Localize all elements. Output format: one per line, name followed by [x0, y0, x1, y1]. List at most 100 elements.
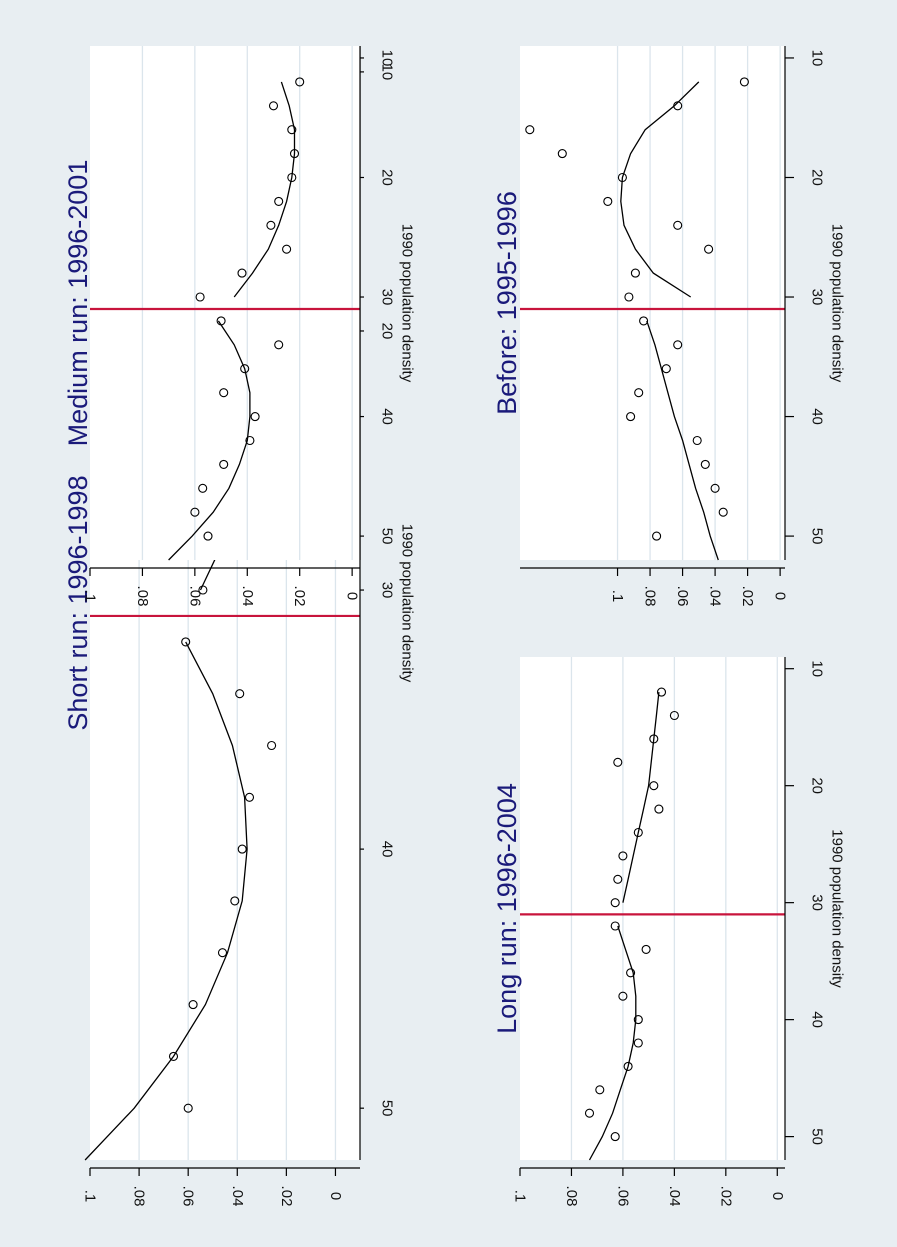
- data-point: [610, 898, 620, 908]
- x-tick-label: 40: [809, 1011, 826, 1028]
- y-tick-label: .02: [739, 586, 756, 607]
- data-point: [268, 101, 279, 111]
- x-tick-label: 30: [809, 894, 826, 911]
- y-tick-label: .04: [707, 586, 724, 607]
- data-point: [237, 844, 247, 854]
- data-point: [245, 435, 255, 446]
- data-point: [190, 507, 200, 517]
- data-point: [287, 125, 297, 135]
- y-tick-label: .02: [291, 586, 308, 607]
- data-point: [610, 921, 620, 931]
- data-point: [626, 412, 636, 422]
- y-tick-label: .1: [512, 1190, 529, 1203]
- y-tick-label: .02: [278, 1186, 295, 1207]
- data-point: [584, 1108, 595, 1118]
- data-point: [219, 388, 229, 398]
- data-point: [639, 316, 649, 326]
- y-tick-label: .08: [563, 1186, 580, 1207]
- data-point: [624, 292, 634, 302]
- data-point: [198, 483, 208, 493]
- y-tick-label: .08: [642, 586, 659, 607]
- data-point: [274, 340, 284, 350]
- panel-long-run: 10 20 30 40 50 1990 population density 0 .02 .04…: [492, 657, 846, 1206]
- data-point: [244, 792, 255, 802]
- data-point: [266, 220, 276, 230]
- x-tick-label: 10: [379, 50, 396, 67]
- data-point: [240, 364, 250, 374]
- y-tick-label: .04: [239, 586, 256, 607]
- y-tick-label: .04: [229, 1186, 246, 1207]
- fit-line-right: [646, 320, 719, 561]
- data-point: [183, 1103, 193, 1113]
- plot-area: [520, 657, 785, 1160]
- x-tick-label: 30: [379, 582, 396, 599]
- panel-before: 10 20 30 40 50 1990 population density 0 .02 .04…: [492, 46, 846, 606]
- data-point: [641, 944, 651, 954]
- y-tick-label: .06: [614, 1186, 631, 1207]
- data-point: [673, 340, 683, 350]
- data-point: [633, 827, 643, 838]
- data-point: [673, 220, 683, 230]
- data-point: [704, 244, 714, 254]
- x-axis-title: 1990 population density: [829, 224, 846, 383]
- data-point: [656, 687, 667, 697]
- y-tick-label: .08: [134, 586, 151, 607]
- data-point: [652, 531, 662, 541]
- data-point: [525, 125, 535, 135]
- x-tick-label: 10: [379, 64, 396, 81]
- data-point: [188, 1000, 198, 1010]
- x-tick-label: 30: [379, 289, 396, 306]
- data-point: [216, 316, 226, 326]
- y-tick-label: 0: [327, 1192, 344, 1200]
- data-point: [203, 531, 213, 541]
- panel-title: Before: 1995-1996: [492, 191, 522, 415]
- y-tick-label: .06: [186, 586, 203, 607]
- x-tick-label: 30: [809, 289, 826, 306]
- panel-title: Short run: 1996-1998: [63, 475, 93, 730]
- data-point: [634, 388, 644, 398]
- data-point: [603, 196, 613, 206]
- data-point: [739, 77, 749, 87]
- panel-title: Medium run: 1996-2001: [63, 160, 93, 447]
- data-point: [710, 483, 720, 493]
- plot-area: [90, 46, 360, 560]
- data-point: [633, 1015, 643, 1025]
- y-tick-label: .1: [82, 1190, 99, 1203]
- x-tick-label: 40: [379, 408, 396, 425]
- data-point: [613, 757, 623, 767]
- data-point: [626, 968, 636, 978]
- panel-medium-run: 10 20 30 40 50 1990 population density 0 .02 .04…: [63, 46, 416, 606]
- data-point: [217, 948, 228, 958]
- y-tick-label: .04: [666, 1186, 683, 1207]
- data-point: [613, 874, 623, 884]
- x-tick-label: 40: [379, 841, 396, 858]
- data-point: [287, 172, 297, 183]
- data-point: [633, 1038, 643, 1048]
- data-point: [274, 196, 284, 206]
- data-point: [654, 804, 664, 814]
- x-tick-label: 20: [379, 169, 396, 186]
- fit-line-right: [588, 925, 637, 1161]
- data-point: [700, 459, 710, 469]
- y-tick-label: .02: [717, 1186, 734, 1207]
- y-tick-label: .06: [674, 586, 691, 607]
- fit-line-right: [84, 641, 248, 1161]
- data-point: [289, 149, 300, 159]
- data-point: [610, 1132, 620, 1142]
- data-point: [618, 991, 628, 1001]
- data-point: [230, 896, 240, 906]
- x-tick-label: 50: [379, 528, 396, 545]
- panel-title: Long run: 1996-2004: [492, 783, 522, 1034]
- fit-line-right: [168, 320, 251, 561]
- x-tick-label: 20: [809, 169, 826, 186]
- y-tick-label: .08: [131, 1186, 148, 1207]
- y-tick-label: 0: [344, 592, 361, 600]
- data-point: [198, 585, 208, 595]
- data-point: [267, 740, 277, 751]
- x-axis-title: 1990 population density: [399, 524, 416, 683]
- data-point: [617, 172, 627, 183]
- data-point: [630, 268, 640, 278]
- x-tick-label: 10: [809, 50, 826, 67]
